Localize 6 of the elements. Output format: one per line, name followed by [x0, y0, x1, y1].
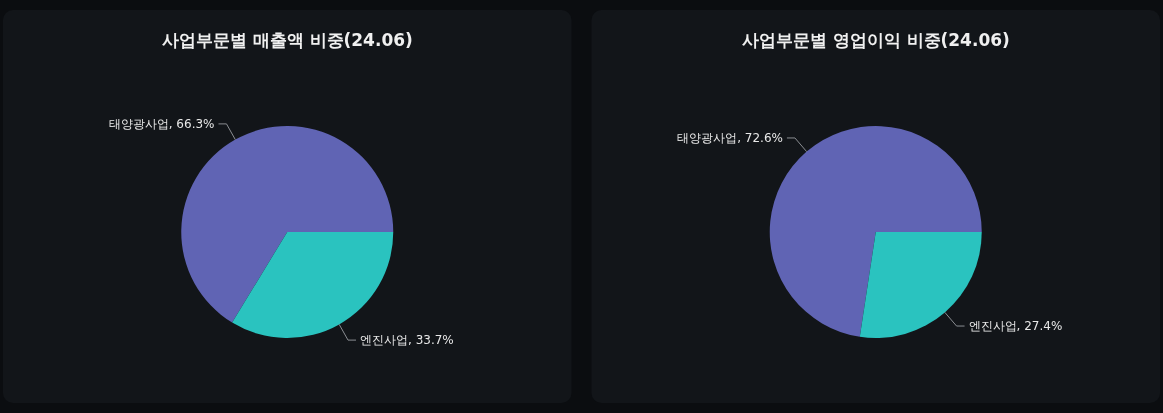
- slice-label: 엔진사업, 27.4%: [968, 319, 1063, 334]
- chart-title: 사업부문별 영업이익 비중(24.06): [741, 30, 1010, 50]
- slice-label: 엔진사업, 33.7%: [360, 333, 454, 348]
- chart-title: 사업부문별 매출액 비중(24.06): [161, 30, 413, 50]
- slice-label: 태양광사업, 72.6%: [677, 130, 783, 145]
- slice-label: 태양광사업, 66.3%: [108, 116, 215, 131]
